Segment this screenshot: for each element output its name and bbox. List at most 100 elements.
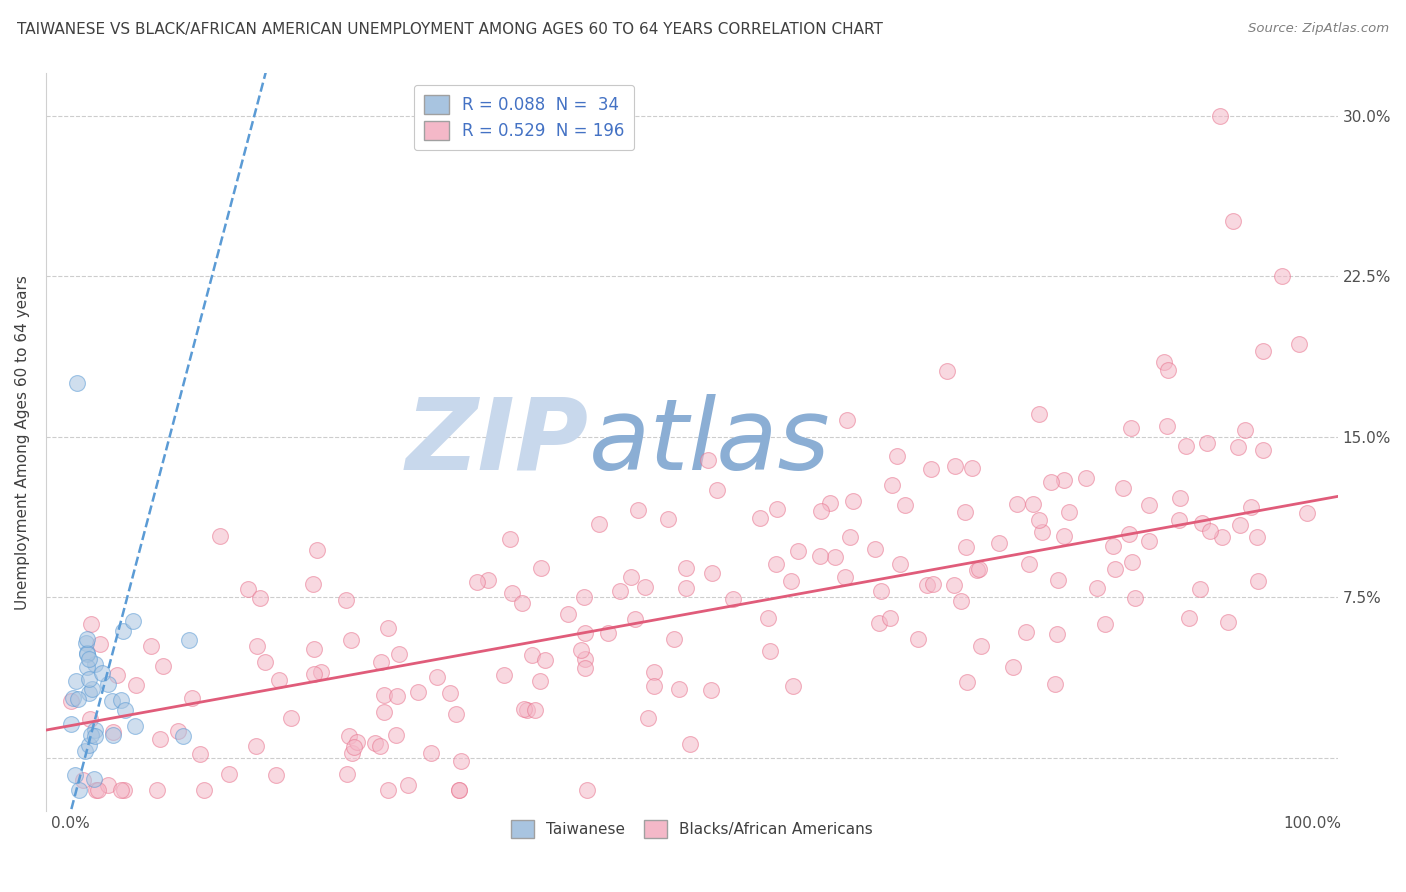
Point	[83, 723, 105, 737]
Point	[1216, 615, 1239, 629]
Point	[1156, 419, 1178, 434]
Point	[1104, 562, 1126, 576]
Point	[824, 550, 846, 565]
Point	[1233, 423, 1256, 437]
Point	[697, 452, 720, 467]
Point	[450, 754, 472, 768]
Point	[1191, 516, 1213, 531]
Point	[83, 729, 105, 743]
Point	[523, 703, 546, 717]
Point	[1296, 506, 1319, 520]
Point	[264, 767, 287, 781]
Point	[446, 706, 468, 721]
Point	[370, 656, 392, 670]
Point	[477, 573, 499, 587]
Point	[915, 578, 938, 592]
Point	[146, 782, 169, 797]
Point	[208, 529, 231, 543]
Point	[748, 511, 770, 525]
Point	[335, 592, 357, 607]
Point	[758, 611, 780, 625]
Point	[346, 735, 368, 749]
Point	[335, 766, 357, 780]
Point	[936, 364, 959, 378]
Point	[301, 577, 323, 591]
Point	[1197, 436, 1219, 450]
Point	[73, 744, 96, 758]
Point	[1028, 407, 1050, 421]
Point	[810, 504, 832, 518]
Point	[426, 670, 449, 684]
Point	[62, 690, 84, 705]
Point	[373, 706, 395, 720]
Point	[83, 772, 105, 786]
Point	[149, 732, 172, 747]
Point	[97, 677, 120, 691]
Point	[920, 462, 942, 476]
Point	[364, 735, 387, 749]
Point	[1251, 442, 1274, 457]
Point	[1094, 616, 1116, 631]
Point	[1178, 611, 1201, 625]
Point	[72, 772, 94, 787]
Point	[721, 592, 744, 607]
Point	[1022, 497, 1045, 511]
Point	[574, 652, 596, 666]
Point	[664, 632, 686, 646]
Point	[65, 674, 87, 689]
Point	[818, 496, 841, 510]
Point	[1112, 481, 1135, 495]
Point	[1168, 491, 1191, 505]
Point	[67, 691, 90, 706]
Point	[59, 694, 82, 708]
Point	[889, 558, 911, 572]
Point	[1018, 557, 1040, 571]
Point	[82, 682, 104, 697]
Point	[970, 639, 993, 653]
Point	[337, 729, 360, 743]
Point	[1085, 581, 1108, 595]
Point	[1157, 363, 1180, 377]
Point	[406, 685, 429, 699]
Point	[1053, 529, 1076, 543]
Point	[1153, 355, 1175, 369]
Point	[1227, 441, 1250, 455]
Point	[596, 625, 619, 640]
Point	[111, 624, 134, 638]
Point	[449, 782, 471, 797]
Point	[530, 561, 553, 575]
Point	[177, 632, 200, 647]
Point	[218, 767, 240, 781]
Point	[245, 639, 267, 653]
Point	[77, 673, 100, 687]
Point	[97, 778, 120, 792]
Y-axis label: Unemployment Among Ages 60 to 64 years: Unemployment Among Ages 60 to 64 years	[15, 275, 30, 609]
Point	[77, 652, 100, 666]
Point	[1046, 573, 1069, 587]
Point	[706, 483, 728, 498]
Point	[512, 701, 534, 715]
Point	[60, 717, 83, 731]
Point	[114, 703, 136, 717]
Point	[808, 549, 831, 563]
Point	[172, 729, 194, 743]
Point	[152, 659, 174, 673]
Point	[110, 782, 132, 797]
Point	[987, 536, 1010, 550]
Point	[302, 642, 325, 657]
Text: Source: ZipAtlas.com: Source: ZipAtlas.com	[1249, 22, 1389, 36]
Point	[1001, 660, 1024, 674]
Point	[112, 782, 135, 797]
Point	[121, 614, 143, 628]
Point	[627, 502, 650, 516]
Point	[574, 661, 596, 675]
Text: TAIWANESE VS BLACK/AFRICAN AMERICAN UNEMPLOYMENT AMONG AGES 60 TO 64 YEARS CORRE: TAIWANESE VS BLACK/AFRICAN AMERICAN UNEM…	[17, 22, 883, 37]
Point	[1211, 531, 1233, 545]
Point	[124, 718, 146, 732]
Point	[1271, 269, 1294, 284]
Point	[342, 747, 364, 761]
Point	[834, 570, 856, 584]
Point	[89, 637, 111, 651]
Point	[668, 681, 690, 696]
Point	[1123, 591, 1146, 606]
